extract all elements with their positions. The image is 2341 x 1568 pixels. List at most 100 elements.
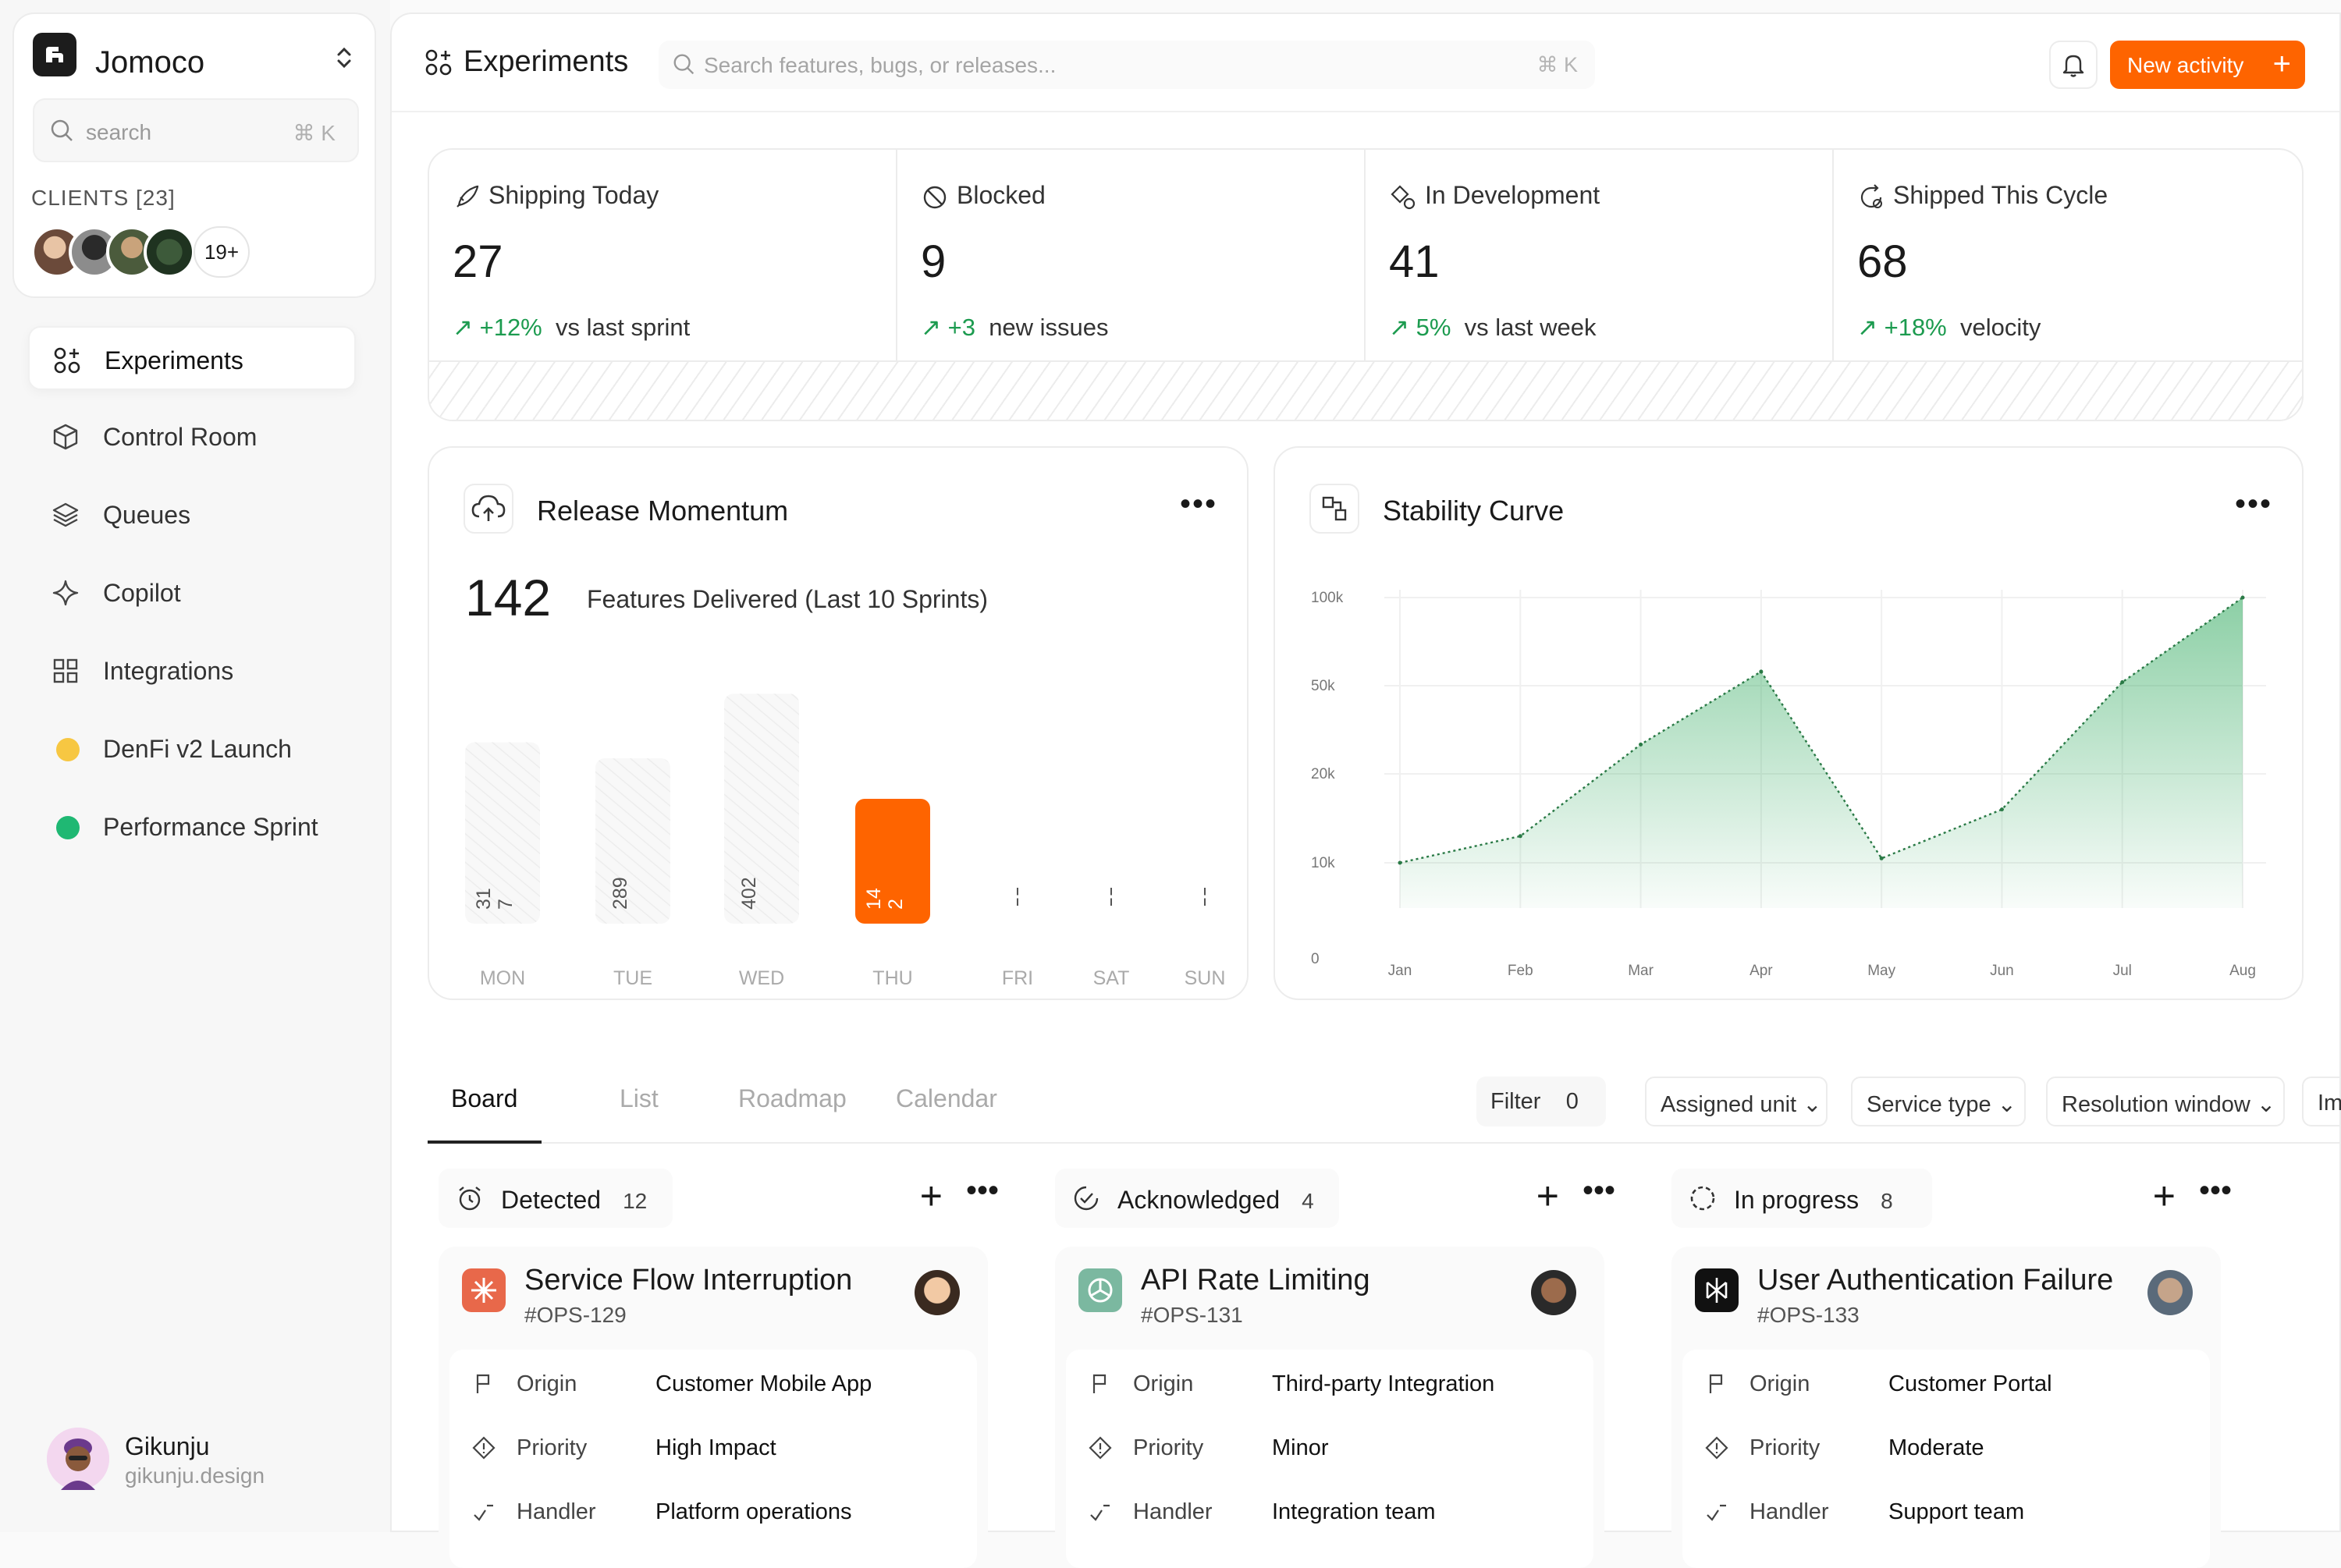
alarm-clock-icon [459, 1187, 481, 1211]
ticket-card[interactable]: User Authentication Failure #OPS-133 Ori… [1671, 1247, 2221, 1568]
assignee-avatar [2147, 1270, 2193, 1315]
detail-value: Integration team [1272, 1499, 1436, 1524]
assignee-avatar [1531, 1270, 1576, 1315]
column-title: In progress [1734, 1186, 1860, 1214]
stat-value: 27 [453, 236, 503, 287]
add-card-button[interactable]: + [1536, 1174, 1559, 1218]
data-point[interactable] [2120, 679, 2125, 684]
nav-item-experiments[interactable]: Experiments [28, 326, 356, 390]
bar-mon[interactable] [465, 742, 540, 924]
column-header: Acknowledged 4 [1055, 1169, 1339, 1228]
more-clients-badge[interactable]: 19+ [194, 226, 250, 278]
column-title: Detected [501, 1186, 602, 1214]
sidebar-search-input[interactable]: search ⌘ K [33, 98, 359, 162]
detail-handler: Handler Support team [1704, 1496, 2204, 1527]
detail-priority: Priority Minor [1088, 1432, 1587, 1463]
tab-list[interactable]: List [620, 1084, 659, 1112]
area-fill [1400, 598, 2243, 908]
stat-delta: +18% [1884, 314, 1947, 341]
jomoco-logo [33, 33, 76, 76]
features-delivered-label: Features Delivered (Last 10 Sprints) [587, 585, 988, 613]
ticket-id: #OPS-133 [1757, 1303, 1860, 1327]
bar-wed[interactable] [724, 694, 799, 924]
tab-roadmap[interactable]: Roadmap [738, 1084, 847, 1112]
filter-button[interactable]: Filter 0 [1476, 1077, 1606, 1126]
ticket-card[interactable]: API Rate Limiting #OPS-131 Origin Third-p… [1055, 1247, 1604, 1568]
column-options-button[interactable]: ••• [2198, 1173, 2232, 1208]
clients-label: CLIENTS [23] [31, 186, 176, 210]
stats-hatch-strip [429, 360, 2302, 420]
search-icon [673, 54, 694, 75]
client-avatar[interactable] [144, 226, 195, 278]
column-options-button[interactable]: ••• [965, 1173, 999, 1208]
bar-category-label: WED [739, 967, 784, 989]
detail-key: Priority [1750, 1435, 1821, 1460]
chevron-down-icon: ⌄ [2256, 1092, 2276, 1117]
detail-origin: Origin Customer Mobile App [471, 1368, 971, 1399]
top-bar: Experiments Search features, bugs, or re… [392, 14, 2339, 112]
stat-delta: +12% [479, 314, 542, 341]
bar-thu[interactable] [855, 799, 930, 924]
data-point[interactable] [1639, 742, 1643, 747]
add-card-button[interactable]: + [2152, 1174, 2176, 1218]
handler-icon [474, 1504, 493, 1521]
x-tick-label: Jan [1388, 963, 1412, 979]
release-bar-chart: 31 7 MON 289 TUE 402 WED 14 2 THU ¦ FRI ¦ SAT ¦ SUN [465, 694, 1226, 989]
data-point[interactable] [2240, 595, 2245, 600]
page-title: Experiments [464, 45, 629, 78]
data-point[interactable] [1999, 807, 2004, 812]
nav-item-performance-sprint[interactable]: Performance Sprint [28, 794, 356, 858]
search-icon [51, 119, 73, 141]
tab-board[interactable]: Board [451, 1084, 518, 1112]
column-options-button[interactable]: ••• [1582, 1173, 1615, 1208]
column-title: Acknowledged [1117, 1186, 1281, 1214]
nav-item-control-room[interactable]: Control Room [28, 404, 356, 468]
nav-item-queues[interactable]: Queues [28, 482, 356, 546]
resolution-window-dropdown[interactable]: Resolution window ⌄ [2046, 1077, 2285, 1126]
service-type-dropdown[interactable]: Service type ⌄ [1851, 1077, 2026, 1126]
experiments-icon [425, 49, 452, 76]
data-point[interactable] [1398, 860, 1402, 865]
workspace-name: Jomoco [95, 45, 205, 80]
data-point[interactable] [1879, 856, 1884, 860]
bar-category-label: SUN [1185, 967, 1226, 989]
detail-value: Customer Mobile App [655, 1371, 872, 1396]
data-point[interactable] [1518, 834, 1522, 839]
card-title: Stability Curve [1383, 495, 1565, 527]
notifications-button[interactable] [2049, 41, 2098, 89]
chevron-down-icon: ⌄ [1997, 1092, 2016, 1117]
add-card-button[interactable]: + [919, 1174, 943, 1218]
tab-calendar[interactable]: Calendar [896, 1084, 997, 1112]
bar-tue[interactable] [595, 758, 670, 924]
nav-label: Integrations [103, 657, 234, 685]
overflow-dropdown[interactable]: Im [2302, 1077, 2341, 1126]
x-tick-label: Jun [1990, 963, 2014, 979]
stat-value: 9 [921, 236, 947, 287]
nav-item-copilot[interactable]: Copilot [28, 560, 356, 624]
stat-title: Shipped This Cycle [1893, 181, 2108, 209]
assigned-unit-dropdown[interactable]: Assigned unit ⌄ [1645, 1077, 1828, 1126]
bar-value-label: 2 [885, 899, 907, 910]
filter-label: Filter [1490, 1089, 1541, 1114]
detail-value: Third-party Integration [1272, 1371, 1495, 1396]
data-point[interactable] [1759, 669, 1764, 674]
detail-value: Moderate [1888, 1435, 1984, 1460]
global-search-input[interactable]: Search features, bugs, or releases... ⌘ … [659, 41, 1595, 89]
bar-empty-marker: ¦ [1109, 885, 1114, 906]
nav-item-denfi-v2-launch[interactable]: DenFi v2 Launch [28, 716, 356, 780]
y-tick-label: 100k [1311, 590, 1344, 606]
stat-note: new issues [989, 314, 1109, 341]
ticket-id: #OPS-129 [524, 1303, 627, 1327]
ticket-card[interactable]: Service Flow Interruption #OPS-129 Origi… [439, 1247, 988, 1568]
handler-icon [1707, 1504, 1726, 1521]
bar-category-label: SAT [1093, 967, 1130, 989]
ticket-details: Origin Customer Portal Priority Moderate H… [1682, 1350, 2210, 1568]
new-activity-button[interactable]: New activity + [2110, 41, 2305, 89]
detail-key: Handler [1750, 1499, 1829, 1524]
features-delivered-count: 142 [465, 569, 552, 626]
detail-value: Support team [1888, 1499, 2025, 1524]
nav-label: DenFi v2 Launch [103, 735, 292, 763]
nav-item-integrations[interactable]: Integrations [28, 638, 356, 702]
workspace-switch-icon[interactable] [332, 42, 356, 73]
yellow-dot-icon [56, 738, 80, 761]
